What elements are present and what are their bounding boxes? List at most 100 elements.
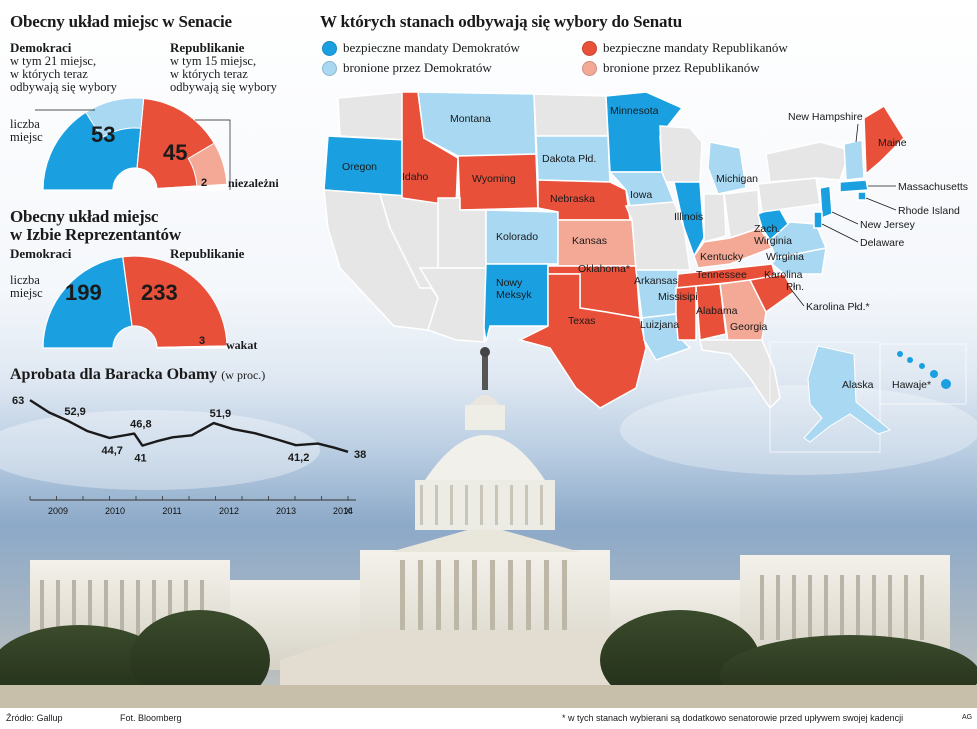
label-njersey: New Jersey <box>860 219 916 231</box>
senate-chart: 53 45 2 <box>35 97 231 191</box>
state-newmexico <box>483 263 549 343</box>
approval-chart: 63 52,9 44,7 46,8 41 51,9 41,2 38 2009 2010 2011 20… <box>12 395 366 516</box>
legend-item-rep-safe: bezpieczne mandaty Republikanów <box>582 40 862 56</box>
label-nmexico-1: Nowy <box>496 277 523 289</box>
state-scarolina <box>748 273 795 314</box>
house-slice-rep <box>122 255 228 349</box>
legend-right: bezpieczne mandaty Republikanów bronione… <box>582 40 862 76</box>
legend-item-dem-def: bronione przez Demokratów <box>322 60 592 76</box>
approval-title: Aprobata dla Baracka Obamy <box>10 366 218 383</box>
approval-tick-label-4: 2013 <box>276 506 296 516</box>
label-illinois: Illinois <box>674 211 703 223</box>
house-seats-label-1: liczba <box>10 273 40 287</box>
label-tennessee: Tennessee <box>696 269 747 281</box>
senate-rep-sub-2: w których teraz <box>170 67 248 81</box>
senate-seats-label-2: miejsc <box>10 130 43 144</box>
label-texas: Texas <box>568 315 595 327</box>
approval-label-6: 41,2 <box>288 452 309 464</box>
approval-label-7: 38 <box>354 449 366 461</box>
state-missouri <box>624 201 691 271</box>
house-vacant-value: 3 <box>199 335 205 347</box>
approval-tick-label-6: X <box>345 506 351 516</box>
legend-swatch-rep-def <box>582 60 597 76</box>
legend-label-dem-def: bronione przez Demokratów <box>343 60 492 75</box>
label-hawaii: Hawaje* <box>892 379 931 391</box>
label-wyoming: Wyoming <box>472 173 516 185</box>
label-luizjana: Luizjana <box>640 319 679 331</box>
state-texas <box>517 273 647 409</box>
label-ncarolina-1: Karolina <box>764 269 803 281</box>
footer-sig: AG <box>962 714 973 721</box>
legend-label-rep-safe: bezpieczne mandaty Republikanów <box>603 40 788 55</box>
label-scarolina: Karolina Płd.* <box>806 301 870 313</box>
state-rhode <box>857 191 867 201</box>
hawaii-inset-frame <box>879 343 967 405</box>
label-wvirginia-1: Zach. <box>754 223 780 235</box>
approval-label-4: 41 <box>134 453 146 465</box>
approval-tick-label-2: 2011 <box>162 506 181 516</box>
house-chart: 199 233 3 <box>42 255 228 349</box>
house-title-2: w Izbie Reprezentantów <box>10 225 181 244</box>
senate-rep-leader <box>195 119 231 190</box>
house-rep-value: 233 <box>141 280 178 305</box>
house-dem-label: Demokraci <box>10 246 72 261</box>
house-seats-label: liczba miejsc <box>10 274 43 300</box>
label-nmexico-2: Meksyk <box>496 289 532 301</box>
state-alabama <box>695 283 727 341</box>
senate-seats-label: liczba miejsc <box>10 118 43 144</box>
senate-rep-sub-1: w tym 15 miejsc, <box>170 54 257 68</box>
label-alabama: Alabama <box>696 305 738 317</box>
house-vacant-label: wakat <box>226 338 258 352</box>
label-michigan: Michigan <box>716 173 758 185</box>
approval-series-line <box>29 399 349 453</box>
state-michigan <box>707 141 747 195</box>
legend-left: bezpieczne mandaty Demokratów bronione p… <box>322 40 592 76</box>
house-seats-label-2: miejsc <box>10 286 43 300</box>
senate-rep-value: 45 <box>163 140 187 165</box>
footer-note: * w tych stanach wybierani są dodatkowo … <box>562 713 904 723</box>
senate-ind-label: niezależni <box>228 176 279 190</box>
senate-dem-label: Demokraci <box>10 40 72 55</box>
legend-label-rep-def: bronione przez Republikanów <box>603 60 760 75</box>
label-nebraska: Nebraska <box>550 193 595 205</box>
label-delaware: Delaware <box>860 237 905 249</box>
label-dakota: Dakota Płd. <box>542 153 596 165</box>
label-oklahoma: Oklahoma* <box>578 263 630 275</box>
state-maine <box>863 104 905 176</box>
label-arkansas: Arkansas <box>634 275 678 287</box>
approval-unit: (w proc.) <box>221 368 266 382</box>
house-title: Obecny układ miejsc w Izbie Reprezentant… <box>10 208 181 244</box>
approval-tick-label-3: 2012 <box>219 506 239 516</box>
state-mississippi <box>675 285 697 341</box>
state-kentucky <box>693 227 774 269</box>
label-mass: Massachusetts <box>898 181 968 193</box>
senate-rep-label: Republikanie <box>170 40 245 55</box>
footer-photo: Fot. Bloomberg <box>120 713 182 723</box>
approval-tick-label-1: 2010 <box>105 506 125 516</box>
senate-ind-value: 2 <box>201 177 207 189</box>
state-alaska <box>803 345 892 443</box>
state-florida <box>699 339 781 410</box>
state-pennsylvania <box>757 177 821 213</box>
legend-item-rep-def: bronione przez Republikanów <box>582 60 862 76</box>
approval-tick-label-5: 2014 <box>333 506 353 516</box>
state-njersey <box>819 185 833 220</box>
label-iowa: Iowa <box>630 189 652 201</box>
senate-dem-sub-3: odbywają się wybory <box>10 80 117 94</box>
us-map: Montana Oregon Idaho Wyoming Dakota Płd.… <box>323 91 968 453</box>
state-wisconsin <box>659 125 703 183</box>
senate-rep-sub-3: odbywają się wybory <box>170 80 277 94</box>
legend-swatch-rep-safe <box>582 40 597 56</box>
senate-title: Obecny układ miejsc w Senacie <box>10 12 232 31</box>
label-mississippi: Missisipi <box>658 291 698 303</box>
senate-rep-sub: w tym 15 miejsc, w których teraz odbywaj… <box>170 55 277 94</box>
senate-dem-value: 53 <box>91 122 115 147</box>
house-title-1: Obecny układ miejsc <box>10 207 159 226</box>
legend-label-dem-safe: bezpieczne mandaty Demokratów <box>343 40 520 55</box>
state-hawaii <box>897 351 951 389</box>
label-montana: Montana <box>450 113 491 125</box>
label-maine: Maine <box>878 137 907 149</box>
approval-label-0: 63 <box>12 395 24 407</box>
state-vermont-nh <box>843 139 865 181</box>
label-minnesota: Minnesota <box>610 105 659 117</box>
